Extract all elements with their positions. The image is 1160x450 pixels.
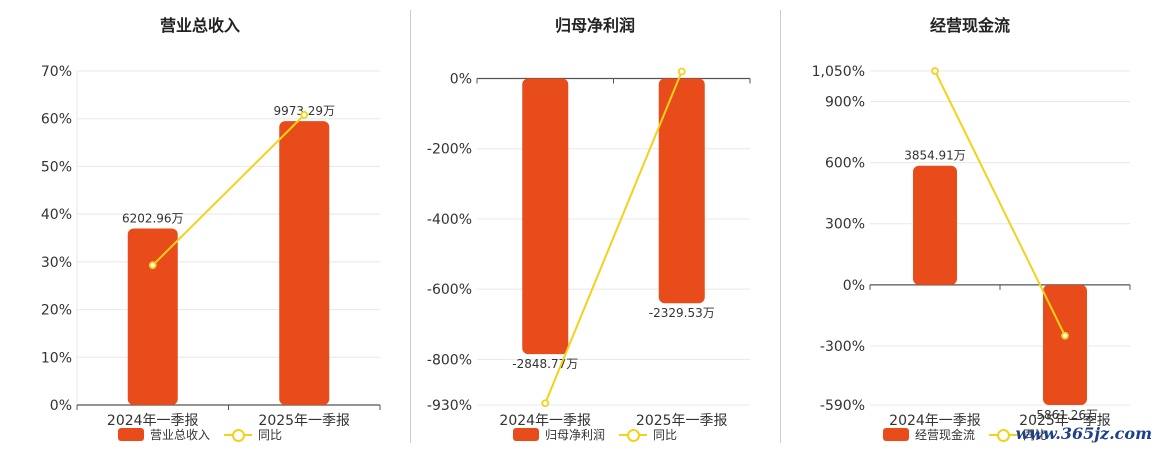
chart-legend: 营业总收入 同比 [0, 426, 400, 443]
net-profit-chart: 0% -200% -400% -600% -800% -930% 2024年一季报 2025年… [427, 67, 751, 429]
legend-bar-swatch [883, 428, 909, 441]
x-tick-label: 2024年一季报 [107, 413, 199, 429]
yoy-line [934, 70, 1066, 337]
legend-line-swatch [989, 428, 1018, 442]
data-label: -5861.26万 [1032, 408, 1098, 422]
yoy-line [544, 71, 683, 404]
chart-legend: 归母净利润 同比 [410, 426, 780, 443]
yoy-point [1061, 331, 1069, 340]
divider [410, 10, 411, 443]
yoy-point [677, 67, 686, 76]
data-label: 6202.96万 [122, 211, 184, 225]
y-tick-label: 0% [50, 398, 72, 414]
y-tick-label: 70% [41, 64, 72, 80]
legend-label: 营业总收入 [149, 428, 210, 442]
cash-flow-chart-panel: 经营现金流 1,050% 900% 600% 300% 0% -300% -590% 2024… [780, 0, 1160, 450]
x-tick-label: 2024年一季报 [889, 413, 981, 429]
legend-item-bar[interactable]: 营业总收入 [117, 426, 210, 443]
cash-flow-chart: 1,050% 900% 600% 300% 0% -300% -590% 2024年一季报 20… [812, 64, 1131, 429]
y-tick-label: -590% [820, 398, 865, 414]
y-tick-label: -600% [427, 282, 472, 298]
legend-line-swatch [224, 428, 252, 442]
chart-title: 营业总收入 [159, 16, 240, 35]
y-tick-label: 30% [41, 255, 72, 271]
data-label: -2329.53万 [649, 306, 715, 320]
net-profit-chart-panel: 归母净利润 0% -200% -400% -600% -800% -930% 2024年一季… [410, 0, 780, 450]
legend-label: 同比 [653, 428, 678, 442]
y-tick-label: 1,050% [812, 64, 865, 80]
legend-label: 经营现金流 [915, 428, 976, 442]
y-tick-label: -200% [427, 142, 472, 158]
legend-item-bar[interactable]: 归母净利润 [512, 426, 605, 443]
x-tick-label: 2025年一季报 [636, 413, 728, 429]
chart-title: 经营现金流 [929, 16, 1010, 35]
bar [279, 121, 330, 405]
y-tick-label: 10% [41, 350, 72, 366]
legend-bar-swatch [512, 428, 539, 441]
x-tick-label: 2024年一季报 [499, 413, 591, 429]
y-tick-label: 0% [843, 278, 865, 294]
legend-label: 归母净利润 [544, 428, 605, 442]
data-label: -2848.77万 [512, 357, 578, 371]
y-tick-label: -800% [427, 352, 472, 368]
y-tick-label: -930% [427, 398, 472, 414]
legend-label: 同比 [258, 428, 283, 442]
y-tick-label: 60% [41, 112, 72, 128]
y-tick-label: -300% [820, 339, 865, 355]
y-tick-label: 900% [825, 95, 865, 111]
chart-legend: 经营现金流 同比 [780, 426, 1160, 443]
legend-item-line[interactable]: 同比 [619, 426, 677, 443]
divider [780, 10, 781, 443]
yoy-point [300, 110, 309, 119]
bar [913, 165, 957, 285]
x-tick-label: 2025年一季报 [258, 413, 350, 429]
legend-bar-swatch [117, 428, 144, 441]
data-label: 3854.91万 [904, 149, 966, 163]
yoy-point [541, 399, 550, 408]
chart-title: 归母净利润 [554, 16, 635, 35]
legend-label: 同比 [1023, 428, 1048, 442]
bar [522, 78, 569, 355]
y-tick-label: 300% [825, 217, 865, 233]
watermark: www.365jz.com [1015, 424, 1152, 443]
bar [127, 228, 178, 405]
y-tick-label: 600% [825, 156, 865, 172]
bar [658, 78, 705, 304]
y-tick-label: 20% [41, 303, 72, 319]
yoy-point [148, 261, 157, 270]
y-tick-label: 40% [41, 207, 72, 223]
legend-item-line[interactable]: 同比 [224, 426, 282, 443]
y-tick-label: 50% [41, 159, 72, 175]
y-tick-label: 0% [450, 72, 472, 88]
legend-item-line[interactable]: 同比 [989, 426, 1047, 443]
revenue-chart-panel: 营业总收入 70% 60% 50% 40% 30% 20% 10% 0% 2024年一季报 202… [0, 0, 400, 450]
legend-line-swatch [619, 428, 647, 442]
yoy-point [931, 67, 939, 75]
x-tick-label: 2025年一季报 [1019, 413, 1111, 429]
legend-item-bar[interactable]: 经营现金流 [883, 426, 975, 443]
yoy-line [152, 114, 305, 266]
y-tick-label: -400% [427, 212, 472, 228]
revenue-chart: 70% 60% 50% 40% 30% 20% 10% 0% 2024年一季报 2025年一季报 6… [41, 64, 381, 429]
